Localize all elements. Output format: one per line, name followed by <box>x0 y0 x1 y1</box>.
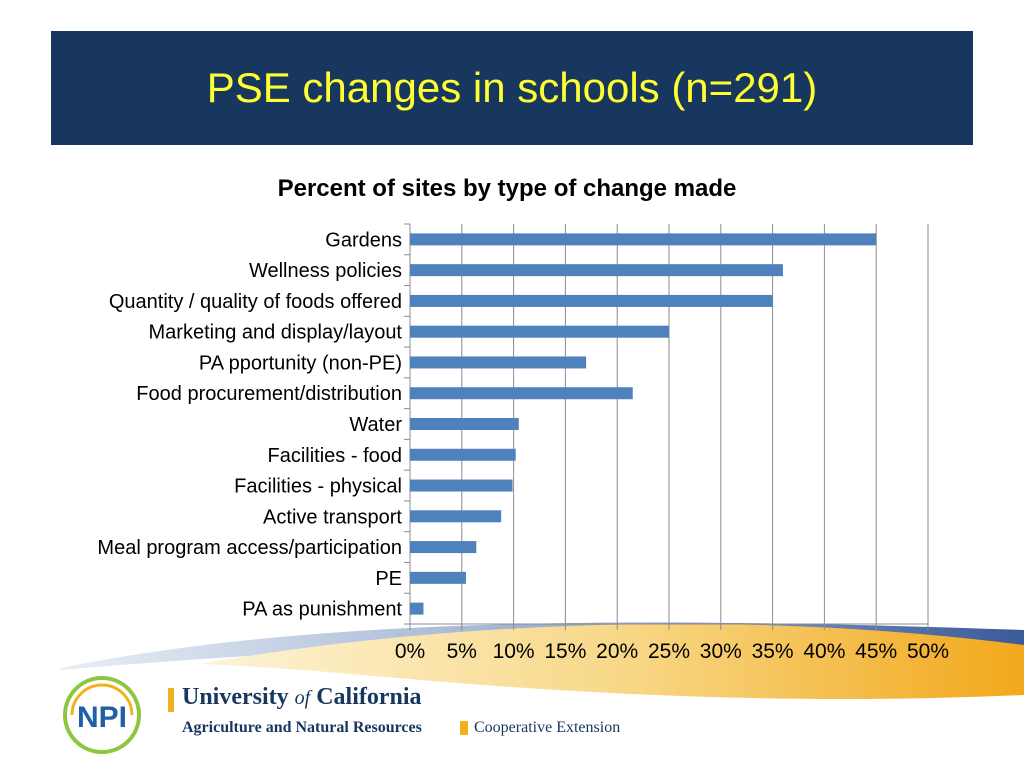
university-name-of: of <box>294 687 311 709</box>
x-tick-label: 15% <box>544 640 586 663</box>
category-label: Active transport <box>263 506 402 528</box>
bar <box>410 602 424 615</box>
x-tick-label: 25% <box>648 640 690 663</box>
uc-accent-bar <box>168 688 174 712</box>
bar <box>410 510 502 523</box>
university-name: University of California <box>182 684 422 711</box>
bar <box>410 233 877 246</box>
x-tick-label: 10% <box>493 640 535 663</box>
bar <box>410 571 466 584</box>
bar <box>410 325 669 338</box>
x-tick-label: 50% <box>907 640 949 663</box>
bar <box>410 418 519 430</box>
category-label: PA pportunity (non-PE) <box>199 352 402 374</box>
x-tick-label: 45% <box>855 640 897 663</box>
npi-logo: NPI <box>63 676 141 754</box>
extension-name: Cooperative Extension <box>474 719 621 736</box>
x-tick-labels: 0% 5% 10% 15% 20% 25% 30% 35% 40% 45% 50% <box>395 640 949 663</box>
category-label: Facilities - physical <box>234 476 402 498</box>
category-label: Wellness policies <box>249 260 402 282</box>
extension-accent-bar <box>460 721 468 735</box>
bar <box>410 387 633 400</box>
bar <box>410 541 477 554</box>
bar <box>410 448 516 461</box>
x-tick-label: 20% <box>596 640 638 663</box>
university-name-part1: University <box>182 684 295 710</box>
slide-title: PSE changes in schools (n=291) <box>206 64 818 111</box>
x-tick-label: 30% <box>700 640 742 663</box>
category-label: PA as punishment <box>242 599 402 621</box>
footer-swoosh <box>60 622 1024 700</box>
university-name-part2: California <box>310 684 422 710</box>
x-tick-label: 40% <box>803 640 845 663</box>
x-tick-label: 35% <box>752 640 794 663</box>
title-bar: PSE changes in schools (n=291) <box>51 31 973 145</box>
category-label: Gardens <box>325 229 402 251</box>
bar-chart: Percent of sites by type of change made … <box>97 175 949 663</box>
division-name: Agriculture and Natural Resources <box>182 719 422 736</box>
bar <box>410 356 587 369</box>
category-label: Marketing and display/layout <box>149 322 403 344</box>
category-label: Quantity / quality of foods offered <box>109 291 402 313</box>
category-label: Water <box>349 414 402 436</box>
x-tick-label: 0% <box>395 640 425 663</box>
bar <box>410 294 773 307</box>
bar <box>410 479 513 492</box>
category-label: PE <box>375 568 402 590</box>
bars <box>410 233 877 615</box>
category-labels: Gardens Wellness policies Quantity / quali… <box>97 229 402 620</box>
x-tick-label: 5% <box>447 640 477 663</box>
chart-title: Percent of sites by type of change made <box>278 175 737 202</box>
npi-logo-letters: NPI <box>77 701 127 734</box>
footer-logos: NPI University of California Agriculture… <box>60 670 660 760</box>
category-label: Meal program access/participation <box>97 537 402 559</box>
category-label: Facilities - food <box>268 445 403 467</box>
category-label: Food procurement/distribution <box>136 383 402 405</box>
bar <box>410 264 783 277</box>
